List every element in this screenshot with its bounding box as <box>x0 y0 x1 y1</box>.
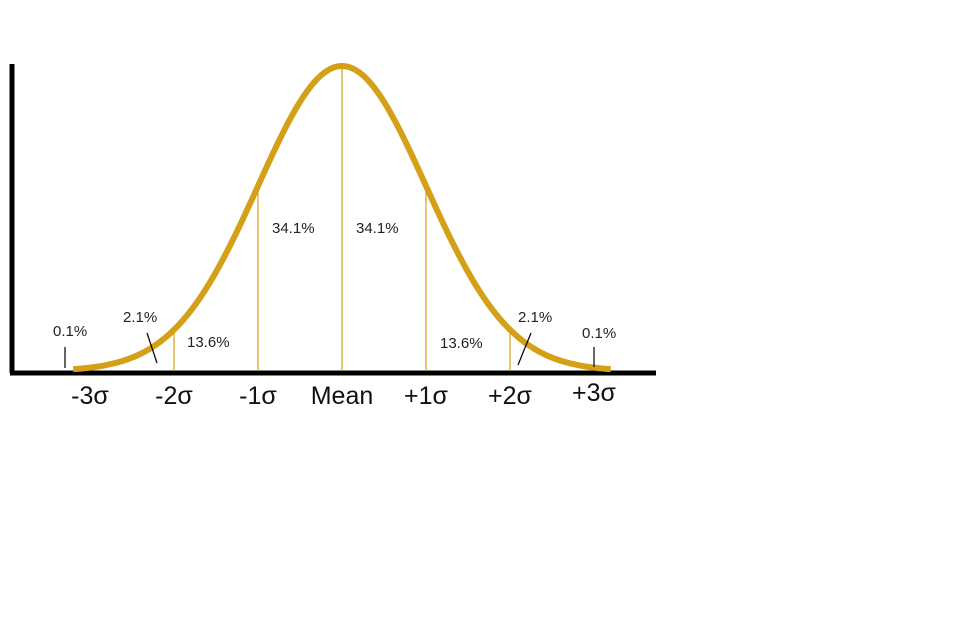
tick-label-plus3-sigma: +3σ <box>572 379 617 407</box>
region-label-plus3-plus4: 0.1% <box>582 325 616 342</box>
bell-curve <box>72 63 612 373</box>
region-label-mean-plus1: 34.1% <box>356 220 399 237</box>
tick-label-minus1-sigma: -1σ <box>239 382 277 410</box>
label-leaders <box>64 332 595 368</box>
leader-minus3-minus2 <box>146 332 158 364</box>
tick-label-plus2-sigma: +2σ <box>488 382 533 410</box>
region-labels: 0.1% 2.1% 13.6% 34.1% 34.1% 13.6% 2.1% 0… <box>53 220 616 352</box>
region-label-minus1-mean: 34.1% <box>272 220 315 237</box>
region-label-minus2-minus1: 13.6% <box>187 334 230 351</box>
tick-label-minus3-sigma: -3σ <box>71 382 109 410</box>
region-label-minus4-minus3: 0.1% <box>53 323 87 340</box>
region-label-minus3-minus2: 2.1% <box>123 309 157 326</box>
sigma-dividers <box>173 66 511 371</box>
x-tick-labels: -3σ -2σ -1σ Mean +1σ +2σ +3σ <box>71 379 616 410</box>
leader-plus2-plus3 <box>517 332 532 366</box>
tick-label-minus2-sigma: -2σ <box>155 382 193 410</box>
axes <box>9 64 656 376</box>
tick-label-mean: Mean <box>311 382 374 410</box>
region-label-plus1-plus2: 13.6% <box>440 335 483 352</box>
tick-label-plus1-sigma: +1σ <box>404 382 449 410</box>
region-label-plus2-plus3: 2.1% <box>518 309 552 326</box>
